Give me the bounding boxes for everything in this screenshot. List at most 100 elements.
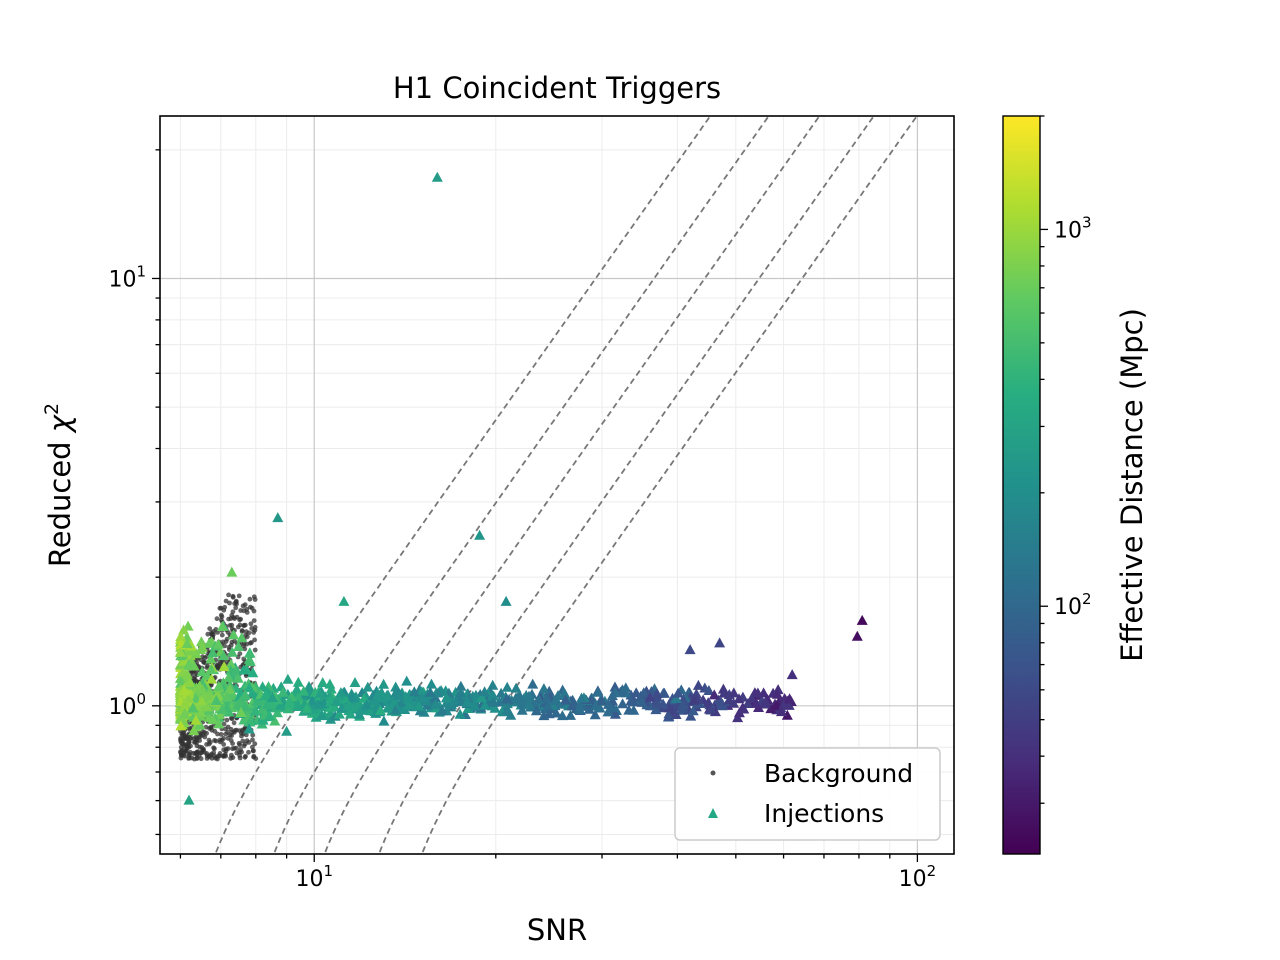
injection-point — [556, 710, 568, 721]
injection-point — [784, 693, 796, 704]
injection-point — [559, 688, 571, 699]
injection-point — [728, 687, 740, 698]
x-tick-label-base: 10 — [295, 867, 323, 892]
background-point — [204, 665, 210, 670]
x-tick-label-exponent: 1 — [323, 862, 333, 880]
injection-point — [196, 695, 208, 706]
injection-point — [486, 689, 498, 700]
x-tick-label-exponent: 2 — [927, 862, 937, 880]
background-point — [214, 616, 220, 622]
injection-point — [401, 675, 413, 686]
injection-point-outlier — [760, 696, 771, 707]
injection-point — [207, 647, 219, 658]
injection-point — [644, 691, 656, 702]
background-point — [251, 618, 257, 623]
background-point — [217, 751, 223, 756]
injection-point-outlier — [243, 723, 255, 734]
injection-point — [651, 697, 663, 708]
injection-point — [549, 694, 561, 705]
y-tick-label: 100 — [108, 690, 146, 720]
background-point — [211, 629, 216, 634]
injection-point-outlier — [338, 595, 350, 606]
background-point — [251, 754, 256, 760]
injection-point — [440, 692, 452, 703]
injection-point — [461, 696, 473, 707]
injection-point — [606, 690, 618, 701]
background-point — [220, 639, 226, 645]
injection-point-outlier — [226, 566, 238, 577]
injection-point — [487, 696, 499, 707]
background-point — [225, 735, 231, 741]
background-point — [242, 646, 248, 652]
injection-point — [275, 699, 286, 710]
injection-point — [418, 692, 430, 703]
injection-point — [770, 700, 782, 711]
background-point — [225, 729, 231, 735]
background-point — [236, 593, 242, 599]
injection-point — [560, 694, 572, 705]
injection-point — [607, 701, 619, 712]
threshold-curve — [238, 116, 770, 854]
y-tick-label: 101 — [108, 262, 146, 292]
injection-point — [590, 699, 602, 710]
background-point — [246, 749, 251, 755]
plot-frame — [159, 115, 955, 855]
background-point — [194, 743, 200, 749]
injection-point — [361, 699, 373, 710]
background-point — [218, 732, 224, 737]
injection-point — [187, 702, 199, 713]
colorbar-tick-label-base: 10 — [1054, 595, 1082, 620]
y-tick-label-exponent: 1 — [136, 262, 146, 280]
background-point — [215, 731, 220, 737]
injection-point — [430, 699, 442, 710]
legend-marker-background — [710, 770, 716, 776]
injection-point — [216, 621, 228, 631]
threshold-curve — [180, 116, 712, 854]
background-point — [211, 745, 217, 751]
injection-point — [625, 695, 637, 706]
injection-point — [602, 706, 614, 717]
injection-point-outlier — [281, 725, 293, 736]
y-tick-label-base: 10 — [108, 695, 136, 720]
injection-point — [303, 681, 315, 691]
injection-point — [291, 683, 303, 694]
background-point — [226, 592, 232, 598]
injection-point — [454, 708, 466, 719]
injection-point — [316, 709, 328, 720]
injection-point — [259, 690, 271, 701]
background-point — [239, 629, 245, 634]
background-point — [235, 624, 241, 630]
x-tick-label-base: 10 — [899, 867, 927, 892]
injection-point — [178, 685, 190, 696]
injection-point — [293, 701, 304, 711]
injection-point — [257, 681, 269, 692]
injection-point — [746, 692, 758, 703]
injection-point — [772, 684, 784, 695]
injection-point — [282, 703, 294, 714]
injection-point — [663, 702, 675, 713]
injection-point — [239, 689, 251, 700]
background-point — [250, 732, 256, 738]
background-point — [187, 752, 192, 758]
background-point — [243, 629, 249, 635]
injection-point — [408, 686, 420, 697]
injection-point — [235, 707, 247, 717]
legend: Background Injections — [674, 747, 941, 841]
injection-point — [349, 677, 361, 687]
background-point — [248, 604, 253, 610]
plot-area — [160, 116, 954, 854]
background-point — [224, 717, 230, 723]
injection-point — [455, 680, 467, 691]
background-point — [244, 606, 250, 612]
background-point — [237, 742, 243, 748]
background-point — [218, 612, 224, 618]
injection-point — [424, 687, 436, 697]
y-tick-label-exponent: 0 — [136, 690, 146, 708]
injection-point — [378, 678, 390, 689]
injection-point — [207, 714, 219, 725]
injection-point — [181, 638, 193, 648]
injection-point — [650, 704, 662, 715]
threshold-curve — [343, 116, 875, 854]
injection-point — [202, 690, 214, 701]
